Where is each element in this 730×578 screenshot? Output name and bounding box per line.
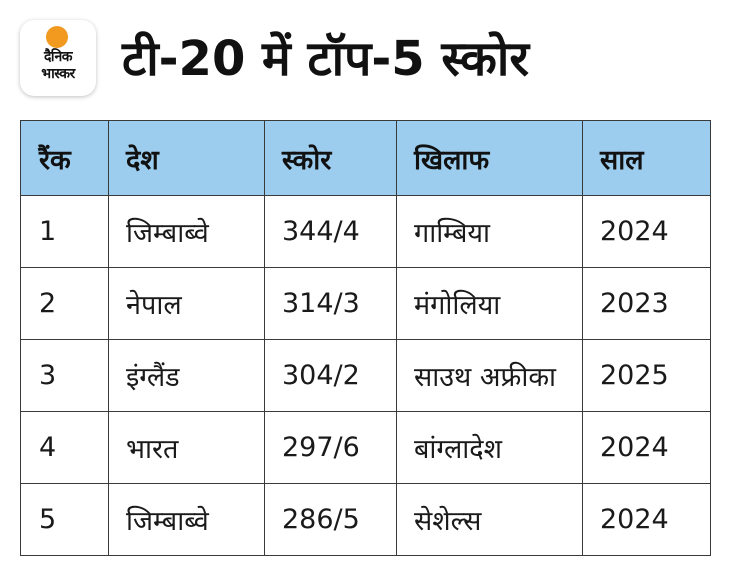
column-header-year: साल xyxy=(582,120,711,196)
cell-year: 2023 xyxy=(582,267,711,340)
cell-score: 286/5 xyxy=(264,483,397,556)
cell-score: 297/6 xyxy=(264,411,397,484)
cell-year: 2024 xyxy=(582,195,711,268)
column-header-rank: रैंक xyxy=(20,120,109,196)
cell-year: 2025 xyxy=(582,339,711,412)
table-row: 5 जिम्बाब्वे 286/5 सेशेल्स 2024 xyxy=(20,483,711,556)
cell-score: 304/2 xyxy=(264,339,397,412)
cell-opponent: सेशेल्स xyxy=(396,483,583,556)
cell-rank: 5 xyxy=(20,483,109,556)
cell-country: जिम्बाब्वे xyxy=(108,195,265,268)
dainik-bhaskar-logo: दैनिक भास्कर xyxy=(20,20,96,96)
cell-opponent: बांग्लादेश xyxy=(396,411,583,484)
cell-country: नेपाल xyxy=(108,267,265,340)
cell-rank: 1 xyxy=(20,195,109,268)
scores-table: रैंक देश स्कोर खिलाफ साल 1 जिम्बाब्वे 344/4 गाम… xyxy=(20,120,711,556)
column-header-opponent: खिलाफ xyxy=(396,120,583,196)
column-header-score: स्कोर xyxy=(264,120,397,196)
cell-score: 314/3 xyxy=(264,267,397,340)
logo-text-line1: दैनिक xyxy=(43,49,73,65)
cell-opponent: साउथ अफ्रीका xyxy=(396,339,583,412)
column-header-country: देश xyxy=(108,120,265,196)
table-body: 1 जिम्बाब्वे 344/4 गाम्बिया 2024 2 नेपाल 314/3 म… xyxy=(20,195,711,556)
cell-country: भारत xyxy=(108,411,265,484)
cell-rank: 4 xyxy=(20,411,109,484)
cell-opponent: मंगोलिया xyxy=(396,267,583,340)
table-row: 2 नेपाल 314/3 मंगोलिया 2023 xyxy=(20,267,711,340)
cell-year: 2024 xyxy=(582,411,711,484)
cell-rank: 2 xyxy=(20,267,109,340)
sun-icon xyxy=(46,26,68,48)
table-header-row: रैंक देश स्कोर खिलाफ साल xyxy=(20,120,711,196)
cell-country: इंग्लैंड xyxy=(108,339,265,412)
cell-rank: 3 xyxy=(20,339,109,412)
table-row: 1 जिम्बाब्वे 344/4 गाम्बिया 2024 xyxy=(20,195,711,268)
cell-year: 2024 xyxy=(582,483,711,556)
cell-opponent: गाम्बिया xyxy=(396,195,583,268)
cell-score: 344/4 xyxy=(264,195,397,268)
cell-country: जिम्बाब्वे xyxy=(108,483,265,556)
page-title: टी-20 में टॉप-5 स्कोर xyxy=(122,31,529,87)
logo-text-line2: भास्कर xyxy=(41,66,75,82)
table-row: 4 भारत 297/6 बांग्लादेश 2024 xyxy=(20,411,711,484)
table-row: 3 इंग्लैंड 304/2 साउथ अफ्रीका 2025 xyxy=(20,339,711,412)
